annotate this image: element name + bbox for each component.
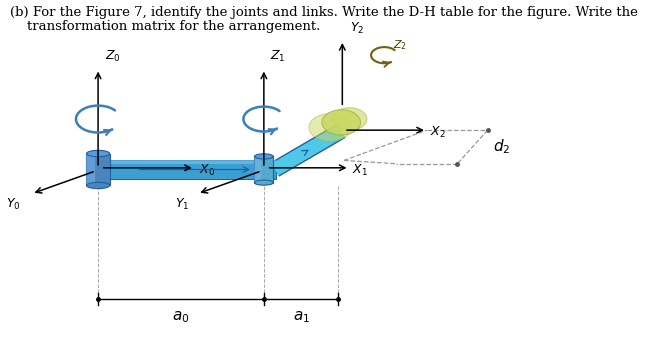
Text: $X_1$: $X_1$ <box>352 163 368 178</box>
Ellipse shape <box>322 110 360 135</box>
Text: $a_1$: $a_1$ <box>293 309 310 325</box>
Text: $Y_1$: $Y_1$ <box>174 197 189 212</box>
Text: $Z_2$: $Z_2$ <box>393 39 407 53</box>
Text: transformation matrix for the arrangement.: transformation matrix for the arrangemen… <box>9 20 320 33</box>
Bar <box>254 156 273 183</box>
Text: $X_0$: $X_0$ <box>199 163 215 178</box>
Bar <box>98 160 276 179</box>
Ellipse shape <box>254 154 273 159</box>
Text: $d_2$: $d_2$ <box>493 138 511 156</box>
Text: $Z_1$: $Z_1$ <box>270 48 286 64</box>
Text: $a_0$: $a_0$ <box>172 309 190 325</box>
Ellipse shape <box>254 180 273 185</box>
Ellipse shape <box>87 151 109 157</box>
Ellipse shape <box>87 182 109 188</box>
Bar <box>87 154 95 185</box>
Text: $Z_0$: $Z_0$ <box>105 48 121 64</box>
Bar <box>98 160 276 164</box>
Text: (b) For the Figure 7, identify the joints and links. Write the D-H table for the: (b) For the Figure 7, identify the joint… <box>9 6 637 19</box>
Ellipse shape <box>309 114 352 141</box>
Bar <box>254 156 261 183</box>
Ellipse shape <box>332 108 367 131</box>
Text: $X_2$: $X_2$ <box>429 125 446 140</box>
Text: $Y_0$: $Y_0$ <box>6 197 21 212</box>
Bar <box>87 154 109 185</box>
Text: $Y_2$: $Y_2$ <box>350 21 364 36</box>
